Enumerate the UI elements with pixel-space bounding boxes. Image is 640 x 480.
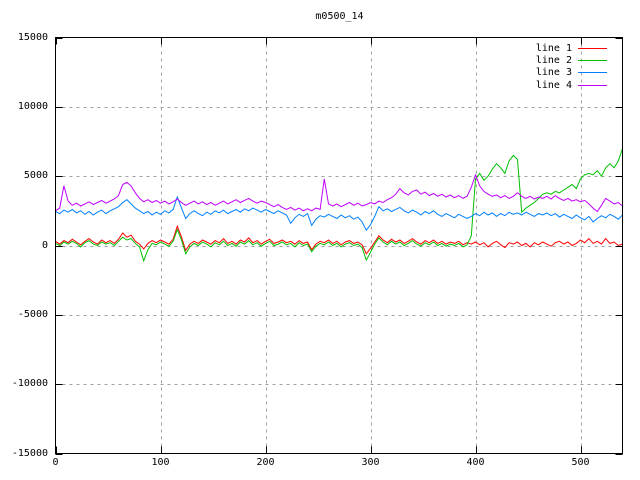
- series-lines: [55, 148, 623, 263]
- x-tick-label: 100: [151, 457, 170, 468]
- series-line-4: [55, 173, 623, 213]
- y-tick-label: 5000: [23, 170, 48, 182]
- x-tick-label: 0: [52, 457, 59, 468]
- x-tick-label: 200: [256, 457, 275, 468]
- legend-item-3: line 3: [536, 67, 607, 79]
- legend-line-sample: [578, 60, 607, 62]
- y-tick-label: 10000: [17, 100, 48, 112]
- series-line-3: [55, 195, 623, 232]
- x-tick-label: 500: [571, 457, 590, 468]
- legend: line 1 line 2 line 3 line 4: [536, 42, 607, 92]
- legend-label: line 3: [535, 67, 572, 79]
- legend-line-sample: [578, 47, 607, 49]
- series-line-1: [55, 224, 623, 255]
- plot-border: [55, 37, 623, 454]
- y-tick-label: -15000: [11, 447, 48, 459]
- legend-line-sample: [578, 72, 607, 74]
- legend-label: line 2: [535, 55, 572, 67]
- plot-border-and-ticks: [55, 37, 623, 455]
- series-line-2: [55, 148, 623, 263]
- x-tick-label: 300: [361, 457, 380, 468]
- y-tick-label: 15000: [17, 31, 48, 43]
- legend-label: line 4: [535, 79, 572, 91]
- legend-line-sample: [578, 84, 607, 86]
- y-tick-label: -5000: [17, 308, 48, 320]
- x-tick-label: 400: [466, 457, 485, 468]
- y-tick-label: -10000: [11, 378, 48, 390]
- legend-item-4: line 4: [536, 79, 607, 91]
- legend-item-2: line 2: [536, 54, 607, 66]
- legend-item-1: line 1: [536, 42, 607, 54]
- legend-label: line 1: [535, 42, 572, 54]
- y-tick-label: 0: [41, 239, 48, 251]
- chart-title: m0500_14: [315, 11, 364, 22]
